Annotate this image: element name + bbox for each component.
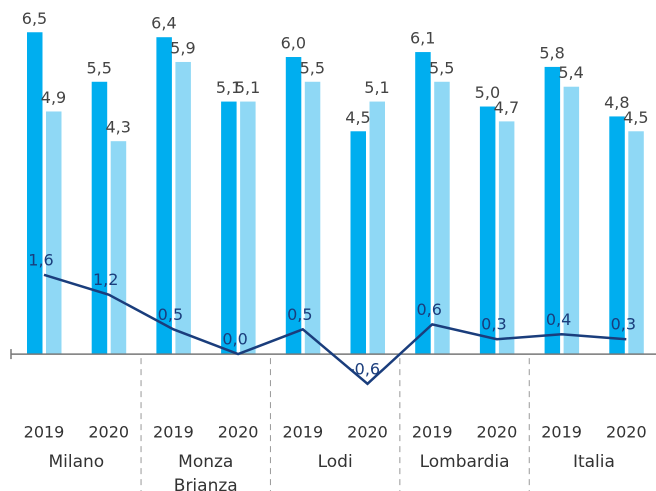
x-tick-label: 2019: [541, 423, 582, 442]
value-label: 4,3: [105, 118, 130, 137]
line-value-label: 0,5: [287, 305, 312, 324]
line-value-label: 0,0: [222, 330, 247, 349]
bar: [434, 81, 450, 355]
line-value-label: 1,6: [28, 250, 53, 269]
bar: [563, 86, 580, 355]
bar: [498, 121, 515, 355]
value-label: 5,0: [475, 83, 500, 102]
value-label: 6,0: [281, 34, 306, 53]
line-value-label: 0,3: [481, 315, 506, 334]
bar: [156, 37, 172, 355]
bar: [628, 131, 644, 355]
bar: [350, 131, 366, 355]
value-label: 6,4: [151, 14, 176, 33]
bar: [221, 101, 237, 355]
line-value-label: -0,6: [349, 359, 380, 378]
value-label: 5,1: [216, 78, 241, 97]
line-value-label: 0,6: [416, 300, 441, 319]
x-tick-label: 2020: [477, 423, 518, 442]
group-label: Monza Brianza: [173, 452, 238, 491]
x-tick-label: 2020: [88, 423, 129, 442]
x-tick-label: 2020: [347, 423, 388, 442]
value-label: 5,8: [539, 43, 564, 62]
group-label: Italia: [572, 452, 615, 472]
bar: [27, 32, 43, 355]
line-value-label: 0,4: [546, 310, 571, 329]
group-label: Lombardia: [419, 452, 510, 472]
bar: [46, 111, 62, 355]
value-label: 5,5: [300, 58, 325, 77]
bar: [285, 57, 302, 355]
x-tick-label: 2020: [218, 423, 259, 442]
value-label: 5,5: [429, 58, 454, 77]
value-label: 4,8: [604, 93, 629, 112]
value-label: 5,1: [235, 78, 260, 97]
bar: [544, 66, 561, 355]
value-label: 5,1: [364, 78, 389, 97]
bar: [415, 52, 431, 355]
value-label: 5,4: [558, 63, 583, 82]
bar: [609, 116, 625, 355]
value-label: 5,9: [170, 38, 195, 57]
bar: [110, 141, 127, 355]
value-label: 4,5: [345, 108, 370, 127]
value-label: 6,1: [410, 29, 435, 48]
value-label: 5,5: [86, 58, 111, 77]
x-tick-label: 2020: [606, 423, 647, 442]
bar: [304, 81, 321, 355]
group-label: Milano: [48, 452, 105, 472]
bar: [240, 101, 256, 355]
x-tick-label: 2019: [412, 423, 453, 442]
line-value-label: 1,2: [93, 270, 118, 289]
group-label: Lodi: [317, 452, 353, 472]
bar: [369, 101, 385, 355]
x-tick-label: 2019: [24, 423, 65, 442]
line: [43, 273, 627, 386]
line-value-label: 0,3: [611, 315, 636, 334]
value-label: 4,5: [623, 108, 648, 127]
bar: [91, 81, 108, 355]
value-label: 6,5: [22, 9, 47, 28]
x-tick-label: 2019: [153, 423, 194, 442]
value-label: 4,7: [494, 98, 519, 117]
x-tick-label: 2019: [282, 423, 323, 442]
bar: [479, 106, 496, 355]
value-label: 4,9: [41, 88, 66, 107]
line-value-label: 0,5: [158, 305, 183, 324]
bar: [175, 61, 191, 355]
